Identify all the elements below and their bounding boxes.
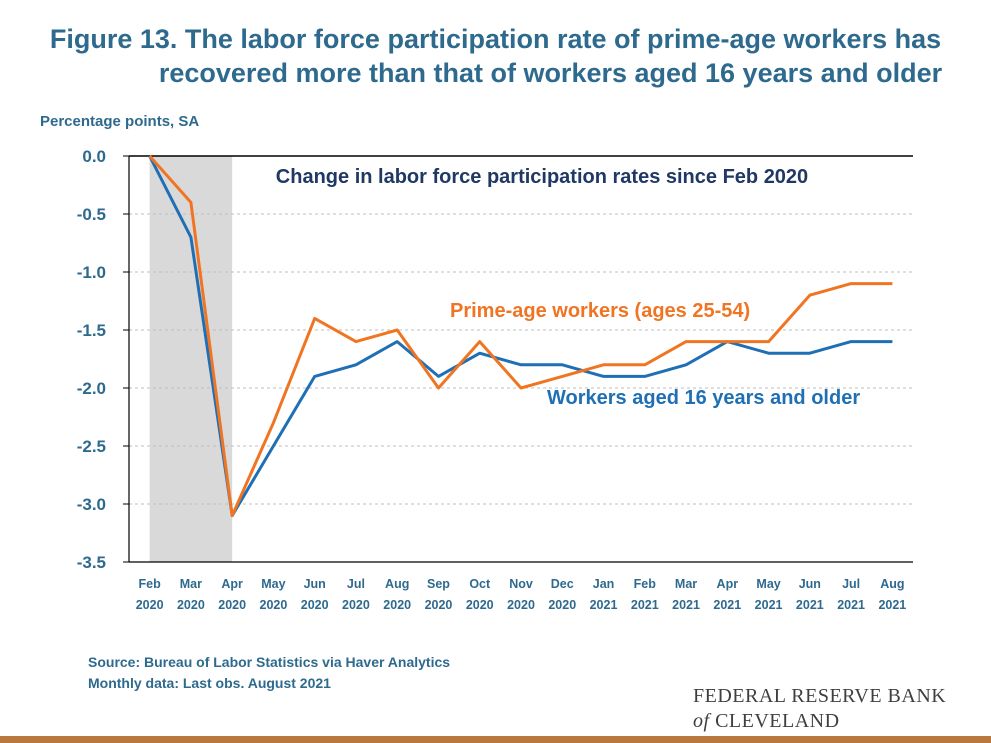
recession-shading-layer: [149, 156, 233, 562]
x-tick-label: Apr 2020: [218, 577, 246, 612]
x-tick-label: Aug 2020: [383, 577, 411, 612]
bottom-accent-bar: [0, 736, 991, 743]
footnotes: Source: Bureau of Labor Statistics via H…: [88, 652, 450, 694]
federal-reserve-logo: FEDERAL RESERVE BANK of CLEVELAND: [693, 684, 946, 734]
y-tick-label: -3.0: [77, 495, 106, 514]
x-tick-label: May 2020: [260, 577, 288, 612]
x-tick-label: Aug 2021: [878, 577, 906, 612]
x-tick-label: Jan 2021: [590, 577, 618, 612]
figure-title: Figure 13. The labor force participation…: [0, 22, 991, 90]
recession-shading: [149, 156, 233, 562]
gridlines-layer: [129, 155, 913, 505]
logo-line-2: CLEVELAND: [715, 710, 840, 732]
x-tick-label: Jun 2021: [796, 577, 824, 612]
x-tick-label: Jun 2020: [301, 577, 329, 612]
series-line-prime-age: [148, 155, 893, 518]
x-tick-label: Feb 2021: [631, 577, 659, 612]
series-label-all-workers: Workers aged 16 years and older: [547, 387, 860, 409]
series-layer: [148, 155, 893, 518]
x-tick-label: Nov 2020: [507, 577, 535, 612]
y-tick-label: -2.5: [77, 437, 106, 456]
labels-layer: 0.0 -0.5 -1.0 -1.5 -2.0 -2.5 -3.0 -3.5 Feb 2020 Ma…: [77, 147, 907, 612]
x-tick-label: Jul 2021: [837, 577, 865, 612]
source-note: Source: Bureau of Labor Statistics via H…: [88, 654, 451, 670]
y-tick-label: -0.5: [77, 205, 106, 224]
logo-line-1: FEDERAL RESERVE BANK: [693, 685, 947, 707]
x-tick-label: May 2021: [755, 577, 783, 612]
x-tick-label: Jul 2020: [342, 577, 370, 612]
y-tick-label: -1.0: [77, 263, 106, 282]
axes-layer: [123, 155, 913, 563]
x-tick-label: Feb 2020: [136, 577, 164, 612]
y-tick-label: -2.0: [77, 379, 106, 398]
x-tick-label: Dec 2020: [548, 577, 576, 612]
x-tick-label: Oct 2020: [466, 577, 494, 612]
y-axis-units-label: Percentage points, SA: [40, 113, 200, 130]
figure-title-line-1: Figure 13. The labor force participation…: [49, 24, 942, 54]
series-line-all-workers: [148, 155, 893, 518]
data-note: Monthly data: Last obs. August 2021: [88, 675, 331, 691]
series-label-prime-age: Prime-age workers (ages 25-54): [450, 300, 750, 322]
x-tick-label: Mar 2021: [672, 577, 700, 612]
figure-title-line-2: recovered more than that of workers aged…: [158, 58, 943, 88]
y-tick-label: -1.5: [77, 321, 106, 340]
y-tick-label: 0.0: [82, 147, 106, 166]
chart-title: Change in labor force participation rate…: [276, 166, 808, 188]
x-tick-label: Apr 2021: [713, 577, 741, 612]
logo-of: of: [693, 710, 710, 732]
y-tick-label: -3.5: [77, 553, 106, 572]
x-tick-label: Mar 2020: [177, 577, 205, 612]
x-tick-label: Sep 2020: [425, 577, 453, 612]
